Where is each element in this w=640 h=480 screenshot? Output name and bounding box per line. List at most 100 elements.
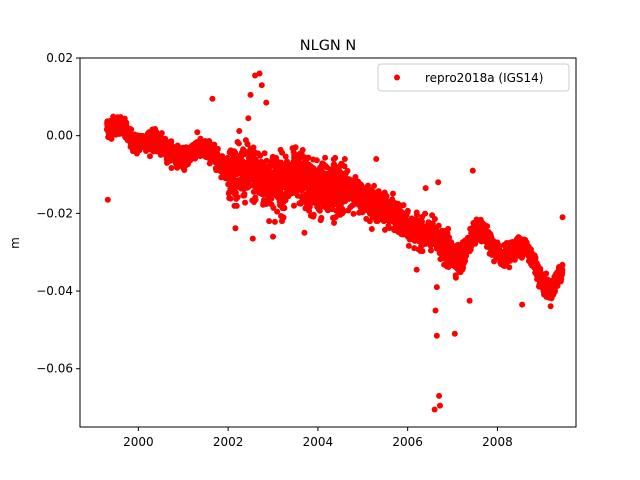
data-point xyxy=(260,162,267,169)
data-point xyxy=(452,274,459,281)
data-point xyxy=(236,127,243,134)
data-point xyxy=(435,222,442,229)
data-point xyxy=(247,91,254,98)
x-tick-label: 2004 xyxy=(303,435,334,449)
data-point xyxy=(506,264,513,271)
data-point xyxy=(242,199,249,206)
data-point xyxy=(192,155,199,162)
data-point xyxy=(214,145,221,152)
y-tick-label: 0.00 xyxy=(46,129,73,143)
data-point xyxy=(209,95,216,102)
data-point xyxy=(432,307,439,314)
data-point xyxy=(429,220,436,227)
data-point xyxy=(211,141,218,148)
data-point xyxy=(292,152,299,159)
data-point xyxy=(158,130,165,137)
data-point xyxy=(194,129,201,136)
data-point xyxy=(104,196,111,203)
data-point xyxy=(559,214,566,221)
plot-area-frame xyxy=(79,57,577,428)
data-point xyxy=(270,233,277,240)
data-point xyxy=(282,153,289,160)
chart-title: NLGN N xyxy=(300,38,356,54)
data-point xyxy=(249,235,256,242)
data-point xyxy=(344,167,351,174)
data-point xyxy=(389,190,396,197)
data-point xyxy=(400,202,407,209)
data-point xyxy=(250,144,257,151)
x-axis: 2000 2002 2004 2006 2008 xyxy=(123,427,513,449)
legend-box xyxy=(377,63,570,92)
data-point xyxy=(433,284,440,291)
data-point xyxy=(445,225,452,232)
data-point xyxy=(433,332,440,339)
data-point xyxy=(436,392,443,399)
data-point xyxy=(332,214,339,221)
x-tick-label: 2000 xyxy=(123,435,154,449)
data-point xyxy=(559,266,566,273)
x-tick-label: 2002 xyxy=(213,435,244,449)
data-point xyxy=(301,229,308,236)
data-point xyxy=(431,216,438,222)
data-point xyxy=(373,155,380,162)
data-point xyxy=(341,155,348,162)
data-point xyxy=(313,157,320,164)
legend-marker xyxy=(394,74,400,81)
data-point xyxy=(256,70,263,77)
data-point xyxy=(350,210,357,217)
data-point xyxy=(281,205,288,212)
data-point xyxy=(431,406,438,413)
data-point xyxy=(235,140,242,147)
data-point xyxy=(436,402,443,409)
data-point xyxy=(468,243,475,250)
x-tick-label: 2006 xyxy=(392,435,423,449)
data-point xyxy=(422,210,429,217)
data-point xyxy=(413,211,420,218)
data-point xyxy=(547,303,554,310)
data-point xyxy=(292,144,299,151)
data-point xyxy=(227,195,234,202)
data-point xyxy=(422,185,429,192)
data-point xyxy=(368,226,375,233)
data-point xyxy=(462,257,469,264)
data-point xyxy=(270,204,277,211)
data-point xyxy=(263,99,270,106)
data-point xyxy=(318,214,325,221)
data-point xyxy=(296,155,303,162)
y-tick-label: −0.06 xyxy=(36,362,73,376)
legend-entry-label: repro2018a (IGS14) xyxy=(425,71,543,85)
data-point xyxy=(232,149,239,156)
data-points xyxy=(103,70,566,413)
data-point xyxy=(332,154,339,161)
data-point xyxy=(316,207,323,214)
data-point xyxy=(466,297,473,304)
data-point xyxy=(404,207,411,214)
data-point xyxy=(234,194,241,201)
y-axis: 0.02 0.00 −0.02 −0.04 −0.06 xyxy=(36,51,80,376)
data-point xyxy=(451,330,458,337)
data-point xyxy=(331,219,338,226)
data-point xyxy=(341,163,348,170)
data-point xyxy=(306,203,313,210)
data-point xyxy=(427,247,434,254)
data-point xyxy=(322,154,329,161)
data-point xyxy=(252,196,259,203)
data-point xyxy=(435,179,442,186)
data-point xyxy=(168,165,175,172)
data-point xyxy=(484,223,491,230)
data-point xyxy=(365,182,372,189)
data-point xyxy=(419,248,426,255)
data-point xyxy=(245,115,252,122)
data-point xyxy=(279,149,286,156)
y-tick-label: −0.02 xyxy=(36,206,73,220)
data-point xyxy=(232,189,239,196)
data-point xyxy=(519,301,526,308)
data-point xyxy=(266,218,273,225)
data-point xyxy=(261,150,268,157)
data-point xyxy=(413,266,420,273)
data-point xyxy=(383,193,390,200)
data-point xyxy=(532,254,539,261)
data-point xyxy=(543,270,550,277)
data-point xyxy=(271,218,278,225)
